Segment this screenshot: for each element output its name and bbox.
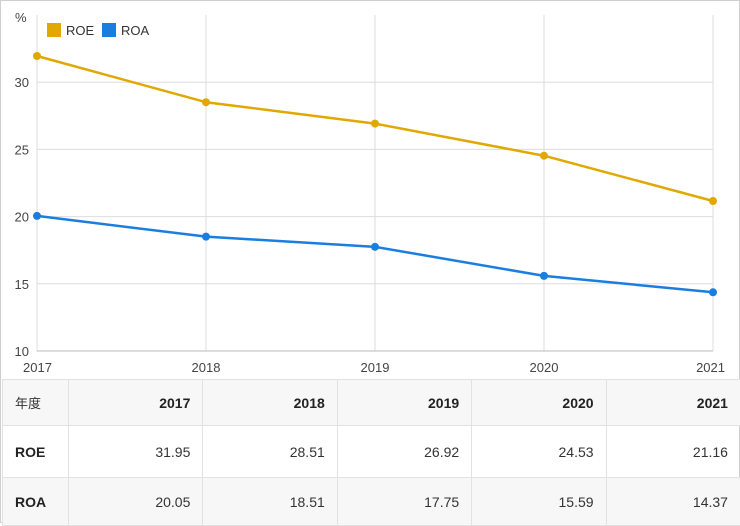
y-tick-label: 20: [15, 210, 29, 225]
table-row-label: ROE: [3, 426, 69, 478]
table-cell: 26.92: [337, 426, 471, 478]
data-point-roe: [202, 98, 210, 106]
y-tick-label: 25: [15, 142, 29, 157]
table-cell: 18.51: [203, 478, 337, 526]
legend-swatch-roe: [47, 23, 61, 37]
data-point-roa: [202, 233, 210, 241]
table-cell: 24.53: [472, 426, 606, 478]
data-point-roe: [371, 120, 379, 128]
table-cell: 20.05: [69, 478, 203, 526]
table-cell: 28.51: [203, 426, 337, 478]
data-point-roe: [540, 152, 548, 160]
legend-label-roe: ROE: [66, 23, 95, 38]
table-cell: 14.37: [606, 478, 740, 526]
line-chart: 10 15 20 25 30% 2017 2018 2019 2020 2021 ROE ROA: [1, 1, 740, 379]
x-tick-label: 2018: [192, 360, 221, 375]
table-header-year: 2017: [69, 380, 203, 426]
y-tick-label: 10: [15, 344, 29, 359]
table-row-label: ROA: [3, 478, 69, 526]
table-header-row: 年度 2017 2018 2019 2020 2021: [3, 380, 740, 426]
table-header-year: 2018: [203, 380, 337, 426]
table-row-roe: ROE 31.95 28.51 26.92 24.53 21.16: [3, 426, 740, 478]
table-cell: 21.16: [606, 426, 740, 478]
x-tick-label: 2017: [23, 360, 52, 375]
table-header-label: 年度: [3, 380, 69, 426]
table-header-year: 2021: [606, 380, 740, 426]
y-tick-label: 30: [15, 75, 29, 90]
legend-label-roa: ROA: [121, 23, 150, 38]
x-tick-label: 2021: [696, 360, 725, 375]
legend-swatch-roa: [102, 23, 116, 37]
data-point-roa: [371, 243, 379, 251]
x-tick-label: 2020: [530, 360, 559, 375]
data-point-roa: [33, 212, 41, 220]
table-cell: 31.95: [69, 426, 203, 478]
data-point-roa: [540, 272, 548, 280]
table-header-year: 2019: [337, 380, 471, 426]
table-cell: 17.75: [337, 478, 471, 526]
data-point-roe: [33, 52, 41, 60]
y-tick-label: 15: [15, 277, 29, 292]
y-axis-label: %: [15, 10, 27, 25]
table-header-year: 2020: [472, 380, 606, 426]
table-cell: 15.59: [472, 478, 606, 526]
x-tick-label: 2019: [361, 360, 390, 375]
data-point-roe: [709, 197, 717, 205]
data-point-roa: [709, 288, 717, 296]
data-table: 年度 2017 2018 2019 2020 2021 ROE 31.95 28…: [2, 379, 740, 526]
table-row-roa: ROA 20.05 18.51 17.75 15.59 14.37: [3, 478, 740, 526]
